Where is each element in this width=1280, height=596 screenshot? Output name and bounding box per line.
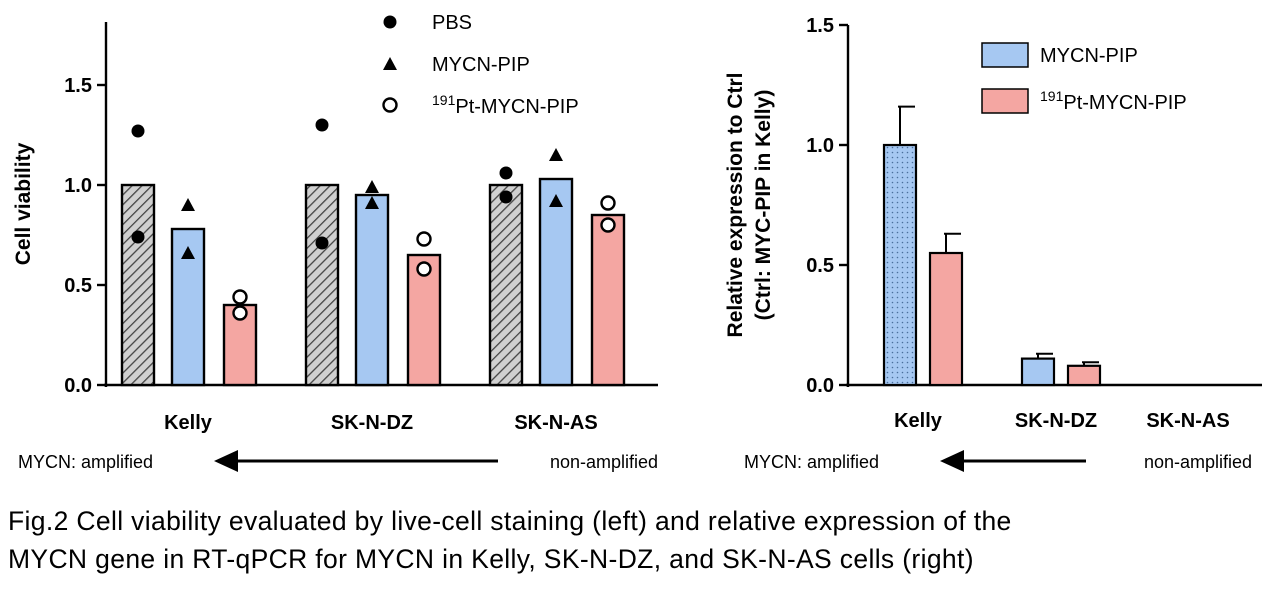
arrow-right-label: non-amplified	[550, 452, 658, 472]
legend-swatch-mycn	[981, 42, 1029, 68]
bar-mycn	[1020, 357, 1056, 387]
data-point-pbs	[315, 118, 329, 132]
arrow-left-label: MYCN: amplified	[18, 452, 153, 472]
legend-marker-mycn-pip	[383, 57, 397, 70]
category-label: SK-N-DZ	[331, 412, 413, 434]
caption-line-1: Fig.2 Cell viability evaluated by live-c…	[8, 506, 1012, 536]
y-axis-label: Cell viability	[12, 142, 35, 265]
bar-mycn	[354, 193, 390, 387]
y-tick-label: 1.0	[806, 135, 834, 157]
bar-mycn	[538, 177, 574, 387]
data-point-pt-mycn-pip	[600, 195, 616, 211]
y-tick-label: 0.0	[64, 375, 92, 397]
data-point-pt-mycn-pip	[416, 261, 432, 277]
bar-pbs	[120, 183, 156, 387]
caption-line-2: MYCN gene in RT-qPCR for MYCN in Kelly, …	[8, 544, 974, 574]
data-point-pbs	[131, 124, 145, 138]
data-point-mycn-pip	[549, 148, 563, 161]
y-tick-label: 0.5	[64, 275, 92, 297]
y-axis-label-line-1: Relative expression to Ctrl	[724, 73, 747, 338]
category-label: Kelly	[894, 410, 943, 432]
legend-label: MYCN-PIP	[432, 54, 530, 76]
data-point-pbs	[315, 236, 329, 250]
bar-pt	[928, 251, 964, 387]
arrow-head	[214, 450, 238, 472]
legend-label: PBS	[432, 12, 472, 34]
y-tick-label: 1.0	[64, 175, 92, 197]
legend-label: MYCN-PIP	[1040, 45, 1138, 67]
category-label: Kelly	[164, 412, 213, 434]
bar-pbs	[488, 183, 524, 387]
y-axis-label-line-2: (Ctrl: MYC-PIP in Kelly)	[752, 90, 775, 321]
data-point-mycn-pip	[549, 194, 563, 207]
bar-pbs	[304, 183, 340, 387]
data-point-pt-mycn-pip	[600, 217, 616, 233]
y-tick-label: 1.5	[806, 15, 834, 37]
category-label: SK-N-AS	[1146, 410, 1229, 432]
data-point-mycn-pip	[181, 246, 195, 259]
data-point-pt-mycn-pip	[232, 289, 248, 305]
legend-marker-pbs	[383, 15, 397, 29]
bar-pt	[590, 213, 626, 387]
left-chart: 0.0 0.5 1.0 1.5 Cell viability Kelly SK-N-DZ SK…	[12, 12, 658, 472]
y-tick-label: 1.5	[64, 75, 92, 97]
right-chart: 0.0 0.5 1.0 1.5 Relative expression to Ctrl(…	[724, 15, 1262, 472]
data-point-mycn-pip	[365, 196, 379, 209]
category-label: SK-N-DZ	[1015, 410, 1097, 432]
legend-swatch-pt	[981, 88, 1029, 114]
category-label: SK-N-AS	[514, 412, 597, 434]
arrow-right-label: non-amplified	[1144, 452, 1252, 472]
data-point-pbs	[499, 190, 513, 204]
y-tick-label: 0.0	[806, 375, 834, 397]
data-point-pt-mycn-pip	[232, 305, 248, 321]
legend-label: 191Pt-MYCN-PIP	[432, 92, 579, 118]
data-point-pbs	[499, 166, 513, 180]
arrow-head	[940, 450, 964, 472]
bar-mycn	[170, 227, 206, 387]
legend-label: 191Pt-MYCN-PIP	[1040, 88, 1187, 114]
bar-pt	[1066, 364, 1102, 387]
data-point-mycn-pip	[181, 198, 195, 211]
data-point-pt-mycn-pip	[416, 231, 432, 247]
data-point-pbs	[131, 230, 145, 244]
data-point-mycn-pip	[365, 180, 379, 193]
legend-marker-pt-mycn-pip	[382, 97, 398, 113]
y-tick-label: 0.5	[806, 255, 834, 277]
bar-mycn	[882, 143, 918, 387]
figure-caption: Fig.2 Cell viability evaluated by live-c…	[8, 502, 1276, 578]
arrow-left-label: MYCN: amplified	[744, 452, 879, 472]
